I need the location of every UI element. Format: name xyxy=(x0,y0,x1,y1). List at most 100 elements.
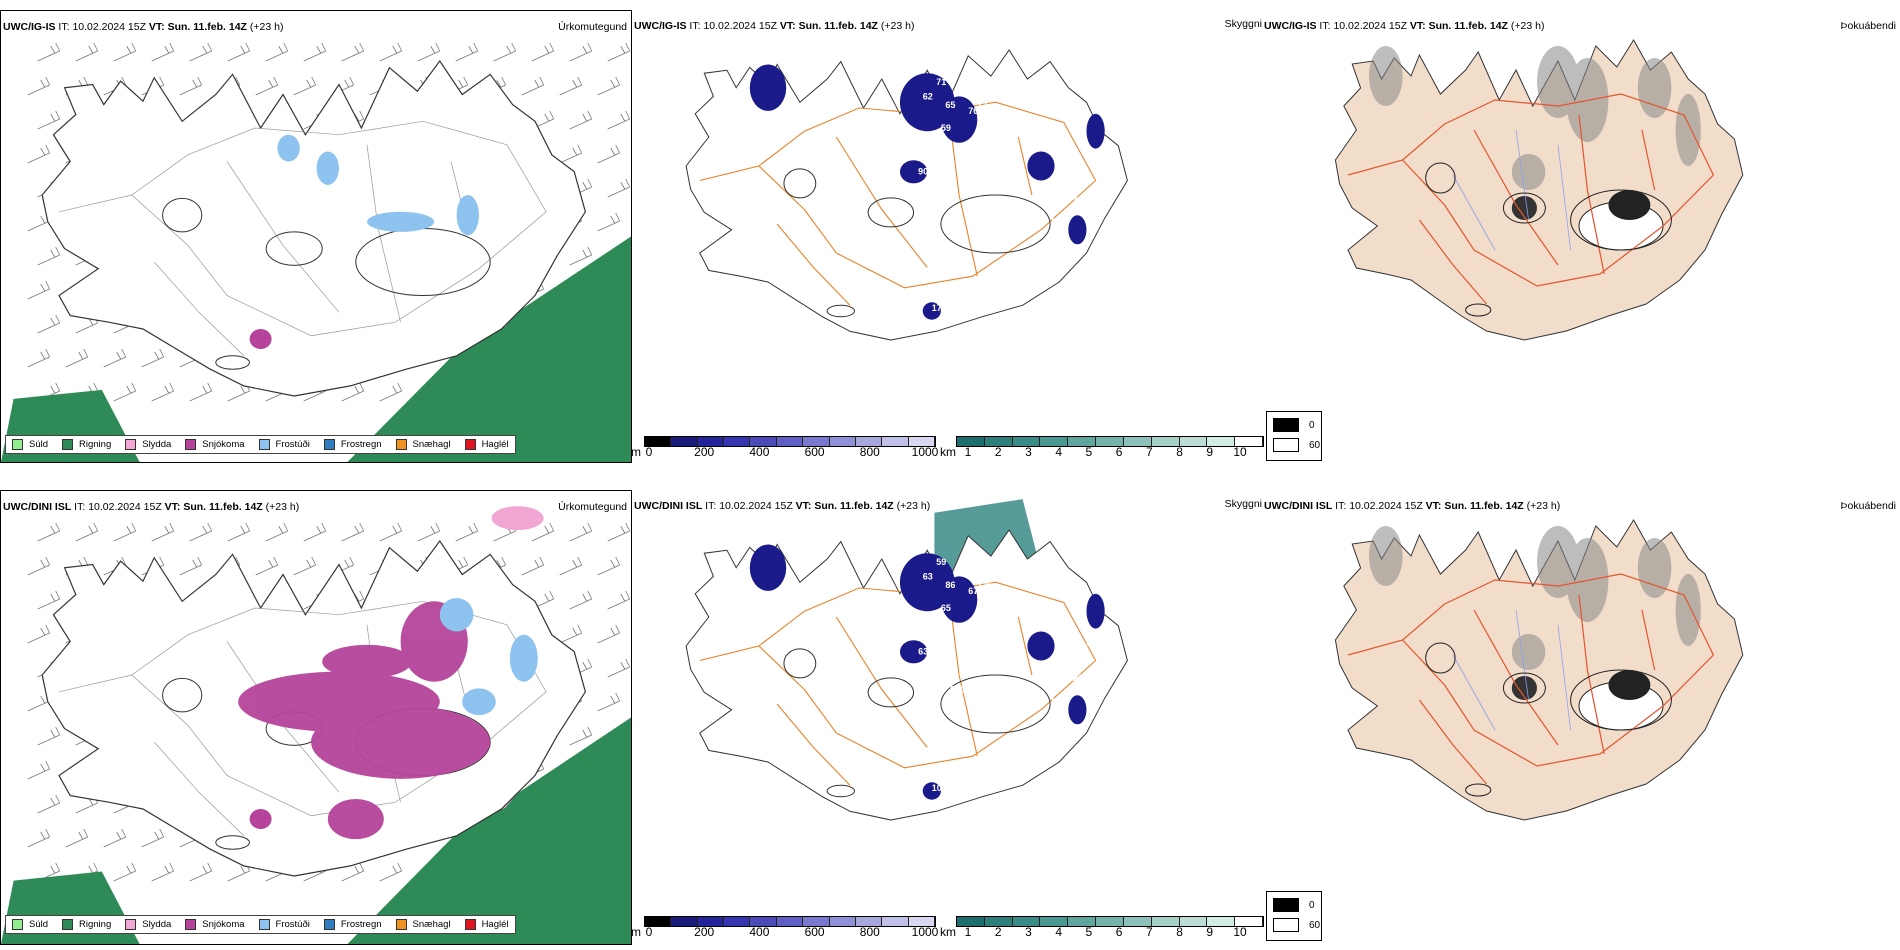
low-cloud-area xyxy=(899,553,955,612)
colorbar-segment xyxy=(957,437,985,446)
init-time: 10.02.2024 15Z xyxy=(1349,500,1423,512)
precip-map-top xyxy=(1,42,631,462)
colorbar-segment xyxy=(671,917,698,926)
road xyxy=(1641,609,1656,671)
wind-barb xyxy=(597,692,621,712)
wind-barb xyxy=(569,522,593,542)
valid-time: Sun. 11.feb. 14Z xyxy=(183,501,263,513)
wind-barb xyxy=(179,76,203,96)
ceiling-label: 59 xyxy=(936,557,946,567)
glacier-outline xyxy=(940,194,1051,254)
legend-label: Frostúði xyxy=(275,919,310,930)
rain-area-sea xyxy=(347,717,631,944)
legend-item: Slydda xyxy=(125,439,171,450)
glaciers xyxy=(1425,162,1672,317)
legend-swatch xyxy=(185,919,197,930)
legend-label: Slydda xyxy=(142,439,172,450)
wind-barb xyxy=(379,382,403,402)
colorbar-segment xyxy=(776,917,804,926)
fog-value: 60 xyxy=(1309,439,1321,451)
fog-legend-item: 60 xyxy=(1273,918,1320,932)
fog-dark xyxy=(1511,676,1537,700)
road xyxy=(949,602,978,757)
unit-label: m xyxy=(631,445,641,459)
legend-label: Snæhagl xyxy=(412,439,451,450)
freezing-drizzle-area xyxy=(456,195,479,236)
wind-barb xyxy=(75,42,99,62)
tick-label: 5 xyxy=(1085,445,1093,459)
low-cloud-area xyxy=(940,576,978,623)
low-cloud-area xyxy=(1027,151,1055,181)
legend-item: Snjókoma xyxy=(185,439,245,450)
glacier-outline xyxy=(867,197,915,228)
ceiling-label: 16 xyxy=(1050,216,1060,226)
colorbar-segment xyxy=(1179,917,1208,926)
visibility-colorbar-bottom xyxy=(956,916,1264,927)
wind-barb xyxy=(597,624,621,644)
colorbar-segment xyxy=(855,437,883,446)
tick-label: 200 xyxy=(694,925,715,939)
precip-map-bottom xyxy=(1,506,631,944)
glacier-outline xyxy=(1502,672,1546,704)
glacier-outline xyxy=(826,304,855,318)
colorbar-segment xyxy=(1151,917,1180,926)
river xyxy=(1452,174,1496,251)
ceiling-label: 67 xyxy=(968,586,978,596)
glacier-outline xyxy=(215,835,250,850)
tick-label: 10 xyxy=(1233,925,1247,939)
wind-barb xyxy=(151,522,175,542)
iceland-coastline xyxy=(1334,519,1744,821)
low-cloud-area xyxy=(1086,593,1105,629)
legend-item: Snæhagl xyxy=(395,919,451,930)
glacier-outline xyxy=(783,168,817,199)
wind-barb xyxy=(607,110,631,130)
valid-time: Sun. 11.feb. 14Z xyxy=(814,500,894,512)
fog-panel-top: UWC/IG-IS IT: 10.02.2024 15Z VT: Sun. 11… xyxy=(1262,10,1900,463)
wind-barb xyxy=(189,382,213,402)
lead-time: (+23 h) xyxy=(249,21,284,33)
ceiling-label: 225 xyxy=(996,690,1011,700)
road xyxy=(1418,699,1488,785)
road xyxy=(1578,594,1605,755)
wind-barb xyxy=(531,522,555,542)
road xyxy=(1578,114,1605,275)
legend-item: Frostregn xyxy=(323,919,382,930)
glacier-outline xyxy=(1425,642,1456,674)
unit-label: km xyxy=(940,925,956,939)
tick-label: 400 xyxy=(749,925,770,939)
fog-map-top xyxy=(1334,39,1744,341)
wind-barb xyxy=(379,42,403,62)
ceiling-label: 90 xyxy=(1041,181,1051,191)
wind-barb xyxy=(37,110,61,130)
legend-label: Súld xyxy=(29,919,49,930)
road xyxy=(153,741,245,837)
model-name: UWC/DINI ISL xyxy=(1264,500,1333,512)
ceiling-label: 108 xyxy=(932,783,947,793)
ceiling-colorbar-top xyxy=(644,436,936,447)
legend-swatch xyxy=(323,919,335,930)
fog-shade xyxy=(1511,634,1546,670)
river xyxy=(1557,144,1571,251)
wind-barb xyxy=(569,590,593,610)
colorbar-segment xyxy=(724,917,751,926)
legend-label: Frostúði xyxy=(275,439,310,450)
legend-item: Frostúði xyxy=(258,439,310,450)
wind-barb xyxy=(417,522,441,542)
model-name: UWC/DINI ISL xyxy=(3,501,72,513)
ceiling-label: 63 xyxy=(923,571,933,581)
ceiling-label: 240 xyxy=(959,667,974,677)
colorbar-segment xyxy=(1151,437,1180,446)
init-time: 10.02.2024 15Z xyxy=(719,500,793,512)
tick-label: 4 xyxy=(1055,445,1062,459)
colorbar-segment xyxy=(1123,917,1152,926)
colorbar-segment xyxy=(803,917,830,926)
glacier-outline xyxy=(783,648,817,679)
wind-barb xyxy=(379,862,403,882)
panel-header: UWC/IG-IS IT: 10.02.2024 15Z VT: Sun. 11… xyxy=(1264,20,1545,32)
legend-label: Slydda xyxy=(142,919,172,930)
tick-label: 5 xyxy=(1085,925,1093,939)
wind-barb xyxy=(559,556,583,576)
freezing-drizzle-area xyxy=(277,134,300,162)
wind-barb xyxy=(75,522,99,542)
tick-label: 6 xyxy=(1115,445,1123,459)
